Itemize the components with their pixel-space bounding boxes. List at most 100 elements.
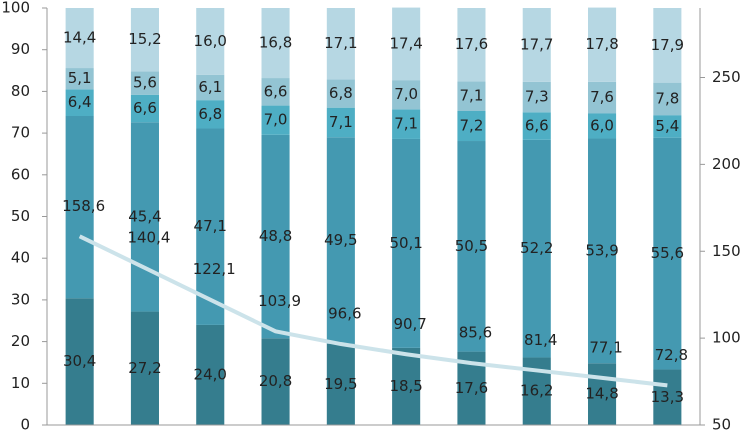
bar-segment	[457, 81, 486, 111]
data-label: 16,2	[520, 382, 553, 400]
bar-segment	[457, 141, 486, 352]
data-label: 17,9	[651, 36, 684, 54]
y2-tick-label: 200	[712, 155, 741, 173]
y-tick-label: 20	[11, 332, 30, 350]
bar-segment	[457, 8, 486, 82]
bar-segment	[326, 343, 355, 425]
line-label: 81,4	[524, 331, 557, 349]
bar-segment	[65, 89, 94, 117]
bar-segment	[261, 134, 290, 339]
data-label: 16,8	[259, 34, 292, 52]
bar-segment	[653, 369, 682, 425]
y-tick-label: 10	[11, 374, 30, 392]
y-tick-label: 0	[20, 416, 30, 431]
data-label: 14,4	[63, 29, 96, 47]
data-label: 7,6	[590, 88, 614, 106]
data-label: 47,1	[194, 217, 227, 235]
bar-segment	[326, 137, 355, 344]
data-label: 6,4	[68, 93, 92, 111]
data-label: 5,1	[68, 69, 92, 87]
bar-segment	[261, 8, 290, 79]
data-label: 17,1	[324, 34, 357, 52]
data-label: 7,1	[460, 87, 484, 105]
bar-segment	[326, 79, 355, 108]
data-label: 50,5	[455, 237, 488, 255]
data-label: 53,9	[585, 241, 618, 259]
bar-segment	[65, 68, 94, 90]
data-label: 17,4	[389, 34, 422, 52]
data-label: 14,8	[585, 385, 618, 403]
data-label: 6,6	[525, 117, 549, 135]
bar-segment	[326, 107, 355, 138]
bar-segment	[65, 298, 94, 425]
data-label: 7,3	[525, 88, 549, 106]
bar-segment	[326, 8, 355, 80]
data-label: 27,2	[128, 359, 161, 377]
bar-segment	[130, 122, 159, 312]
data-label: 7,8	[655, 89, 679, 107]
line-label: 96,6	[328, 305, 361, 323]
bar-segment	[653, 115, 682, 138]
bar-segment	[653, 8, 682, 83]
bar-segment	[130, 8, 159, 72]
data-label: 17,7	[520, 35, 553, 53]
bar-segment	[588, 81, 617, 114]
line-label: 122,1	[193, 260, 236, 278]
data-label: 6,0	[590, 117, 614, 135]
data-label: 24,0	[194, 365, 227, 383]
data-label: 17,8	[585, 35, 618, 53]
y-tick-label: 40	[11, 249, 30, 267]
data-label: 7,2	[460, 117, 484, 135]
line-label: 103,9	[258, 292, 301, 310]
data-label: 50,1	[389, 234, 422, 252]
data-label: 45,4	[128, 207, 161, 225]
y-tick-label: 80	[11, 82, 30, 100]
data-label: 15,2	[128, 30, 161, 48]
line-label: 140,4	[127, 228, 170, 246]
bar-segment	[392, 7, 421, 81]
y-tick-label: 60	[11, 165, 30, 183]
bar-segment	[65, 116, 94, 299]
bar-segment	[130, 311, 159, 425]
bar-segment	[522, 139, 551, 358]
bar-segment	[196, 8, 225, 75]
line-label: 90,7	[393, 315, 426, 333]
data-label: 5,4	[655, 117, 679, 135]
bar-segment	[130, 71, 159, 95]
line	[78, 234, 668, 388]
bar-segment	[196, 128, 225, 325]
line-label: 72,8	[655, 346, 688, 364]
bar-segment	[392, 109, 421, 139]
data-label: 7,0	[264, 111, 288, 129]
y2-tick-label: 150	[712, 242, 741, 260]
line-label: 158,6	[62, 197, 105, 215]
data-label: 6,1	[198, 78, 222, 96]
bar-segment	[130, 94, 159, 123]
y-tick-label: 100	[1, 0, 30, 17]
bar-segment	[261, 78, 290, 106]
bar-segment	[392, 80, 421, 110]
data-label: 19,5	[324, 375, 357, 393]
data-label: 7,1	[329, 113, 353, 131]
data-label: 6,8	[329, 84, 353, 102]
bar-segment	[392, 347, 421, 425]
data-label: 13,3	[651, 388, 684, 406]
data-label: 6,6	[264, 82, 288, 100]
data-label: 6,8	[198, 105, 222, 123]
bar-segment	[588, 138, 617, 364]
y2-tick-label: 100	[712, 329, 741, 347]
data-label: 7,1	[394, 115, 418, 133]
data-label: 17,6	[455, 379, 488, 397]
bar-segment	[196, 74, 225, 101]
y-tick-label: 30	[11, 290, 30, 308]
y2-tick-label: 250	[712, 68, 741, 86]
line-label: 77,1	[589, 338, 622, 356]
bar-segment	[588, 7, 617, 82]
data-label: 6,6	[133, 99, 157, 117]
bar-segment	[65, 8, 94, 69]
bar-segment	[653, 137, 682, 370]
data-label: 52,2	[520, 239, 553, 257]
bar-segment	[588, 113, 617, 139]
bar-segment	[653, 82, 682, 116]
bar-segment	[196, 100, 225, 129]
